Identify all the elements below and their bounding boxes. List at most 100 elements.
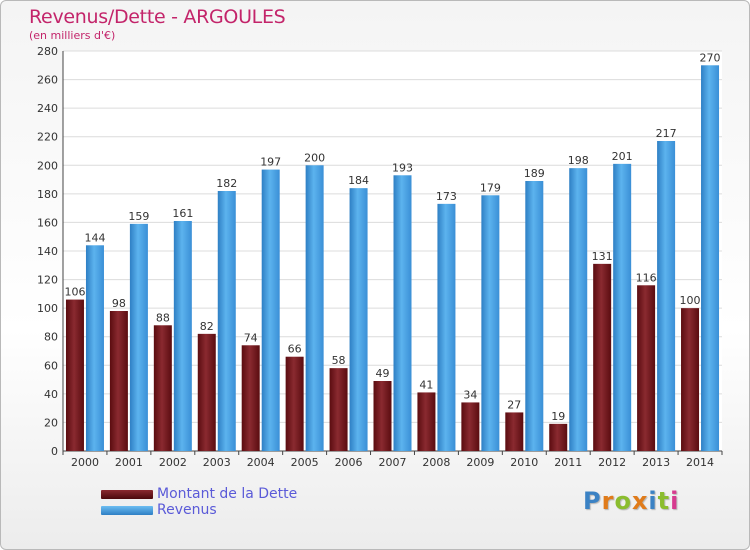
debt-bar [505, 412, 524, 451]
logo-letter: r [601, 487, 615, 515]
y-tick-label: 140 [37, 245, 58, 258]
chart-subtitle: (en milliers d'€) [29, 29, 116, 42]
logo-letter: x [631, 487, 649, 515]
revenus-data-label: 159 [128, 210, 149, 223]
debt-bar [461, 402, 480, 451]
x-tick-label: 2013 [642, 456, 670, 469]
revenus-data-label: 182 [216, 177, 237, 190]
revenus-data-label: 193 [392, 161, 413, 174]
debt-data-label: 58 [332, 354, 346, 367]
debt-data-label: 82 [200, 320, 214, 333]
x-tick-label: 2010 [510, 456, 538, 469]
logo-letter: o [614, 487, 632, 515]
debt-bar [373, 381, 392, 451]
y-tick-label: 200 [37, 159, 58, 172]
revenus-bar [701, 65, 720, 452]
revenus-data-label: 200 [304, 151, 325, 164]
revenus-bar [261, 169, 280, 452]
revenus-bar [393, 175, 412, 452]
revenus-bar [525, 181, 544, 451]
debt-bar [109, 311, 128, 451]
chart-title: Revenus/Dette - ARGOULES [29, 6, 286, 28]
x-tick-label: 2003 [203, 456, 231, 469]
proxiti-logo: Proxiti [583, 487, 679, 515]
grid-layer [63, 50, 722, 452]
revenus-bar [613, 163, 632, 451]
debt-bar [417, 392, 436, 451]
revenus-data-label: 217 [656, 127, 677, 140]
x-tick-label: 2005 [291, 456, 319, 469]
legend-swatch-revenus [101, 506, 153, 515]
y-tick-label: 280 [37, 45, 58, 58]
x-tick-label: 2006 [335, 456, 363, 469]
revenus-bar [657, 141, 676, 451]
revenus-data-label: 184 [348, 174, 369, 187]
axis-layer: 0 20 40 60 80 100 120 140 160 180 200 220 240 260 280 2… [37, 45, 723, 469]
revenus-data-label: 201 [612, 150, 633, 163]
revenus-bar [217, 191, 236, 451]
debt-data-label: 74 [244, 331, 258, 344]
revenus-bar [85, 245, 104, 451]
x-tick-label: 2011 [554, 456, 582, 469]
x-tick-label: 2002 [159, 456, 187, 469]
debt-bar [285, 356, 304, 451]
x-tick-label: 2014 [686, 456, 714, 469]
debt-bar [549, 423, 568, 451]
x-tick-label: 2004 [247, 456, 275, 469]
y-tick-label: 100 [37, 302, 58, 315]
x-tick-label: 2012 [598, 456, 626, 469]
debt-data-label: 41 [419, 378, 433, 391]
bar-layer [65, 65, 720, 452]
debt-bar [153, 325, 172, 451]
logo-letter: t [657, 487, 671, 515]
x-tick-label: 2007 [379, 456, 407, 469]
debt-data-label: 66 [288, 343, 302, 356]
legend-label-debt: Montant de la Dette [157, 486, 298, 502]
y-tick-label: 40 [44, 388, 58, 401]
y-tick-label: 80 [44, 331, 58, 344]
debt-data-label: 98 [112, 297, 126, 310]
debt-bar [65, 299, 84, 451]
y-tick-label: 60 [44, 359, 58, 372]
y-tick-label: 240 [37, 102, 58, 115]
y-tick-label: 120 [37, 274, 58, 287]
revenus-data-label: 189 [524, 167, 545, 180]
legend-label-revenus: Revenus [157, 502, 217, 518]
x-tick-label: 2001 [115, 456, 143, 469]
revenus-data-label: 144 [84, 231, 105, 244]
revenus-bar [173, 221, 192, 451]
y-tick-label: 220 [37, 131, 58, 144]
debt-data-label: 88 [156, 311, 170, 324]
revenus-data-label: 179 [480, 181, 501, 194]
revenus-bar [305, 165, 324, 452]
revenus-data-label: 161 [172, 207, 193, 220]
logo-letter: P [583, 487, 602, 515]
debt-bar [197, 333, 216, 451]
revenus-bar [437, 203, 456, 451]
x-tick-label: 2000 [71, 456, 99, 469]
label-layer: 106 144 98 159 88 161 82 182 74 197 66 200 58 184 49 19… [64, 51, 720, 423]
y-tick-label: 160 [37, 216, 58, 229]
debt-data-label: 131 [592, 250, 613, 263]
debt-data-label: 106 [64, 286, 85, 299]
debt-data-label: 100 [680, 294, 701, 307]
revenus-bar [481, 195, 500, 451]
revenus-data-label: 173 [436, 190, 457, 203]
revenus-bar [129, 223, 148, 451]
debt-bar [593, 263, 612, 451]
revenus-bar [569, 168, 588, 451]
debt-bar [681, 308, 700, 451]
debt-data-label: 116 [636, 271, 657, 284]
legend-swatch-debt [101, 490, 153, 499]
revenus-data-label: 198 [568, 154, 589, 167]
debt-bar [637, 285, 656, 451]
debt-data-label: 19 [551, 410, 565, 423]
y-tick-label: 0 [51, 445, 58, 458]
logo-letter: i [648, 487, 658, 515]
debt-data-label: 34 [463, 388, 477, 401]
debt-data-label: 27 [507, 398, 521, 411]
revenus-data-label: 197 [260, 156, 281, 169]
y-tick-label: 260 [37, 74, 58, 87]
